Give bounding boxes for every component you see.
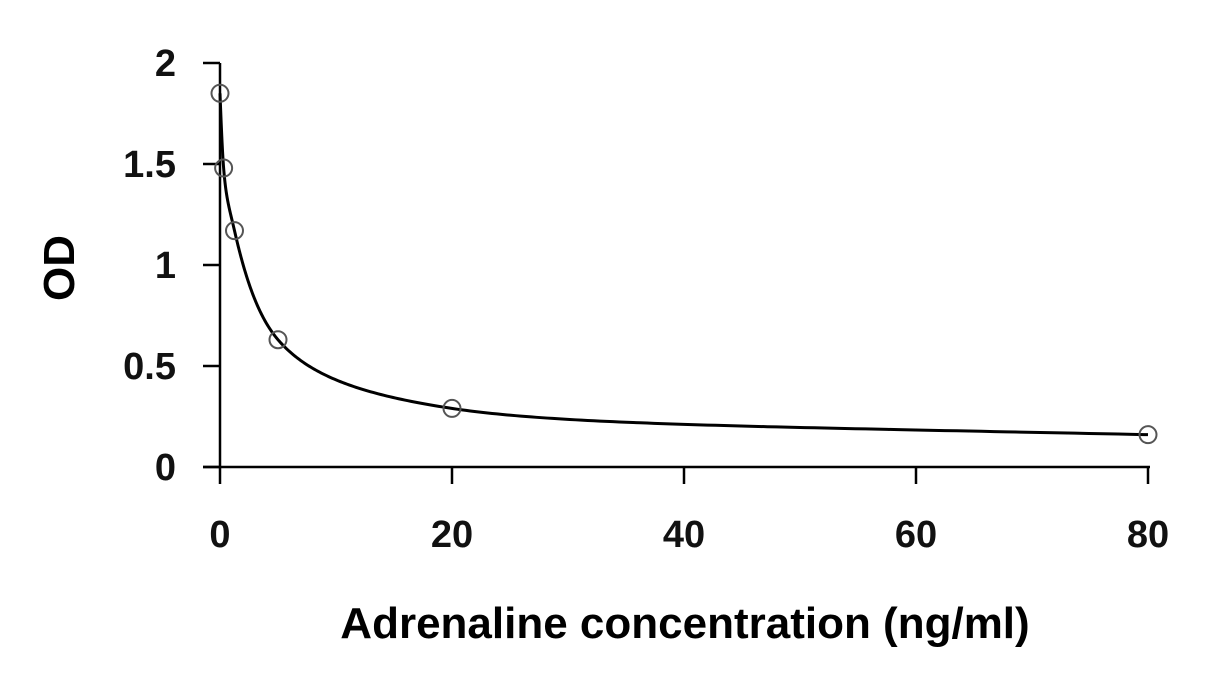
x-tick-label: 0 [209,514,230,556]
x-tick-label: 60 [895,514,937,556]
x-tick-label: 40 [663,514,705,556]
data-points [210,83,1158,445]
y-tick-label: 0.5 [123,346,176,388]
data-point [442,398,462,418]
data-point [210,83,230,103]
y-axis-ticks: 0 0.5 1 1.5 2 [123,43,220,489]
y-tick-label: 2 [155,43,176,85]
x-tick-label: 80 [1127,514,1169,556]
x-axis-ticks: 0 20 40 60 80 [209,467,1169,556]
data-point [214,158,234,178]
y-tick-label: 0 [155,447,176,489]
y-tick-label: 1 [155,245,176,287]
data-point [1138,425,1158,445]
x-tick-label: 20 [431,514,473,556]
data-point [268,330,288,350]
x-axis-title: Adrenaline concentration (ng/ml) [340,599,1029,648]
data-point [225,221,244,241]
y-tick-label: 1.5 [123,144,176,186]
y-axis-title: OD [35,235,84,301]
fit-curve-line [218,93,1149,437]
